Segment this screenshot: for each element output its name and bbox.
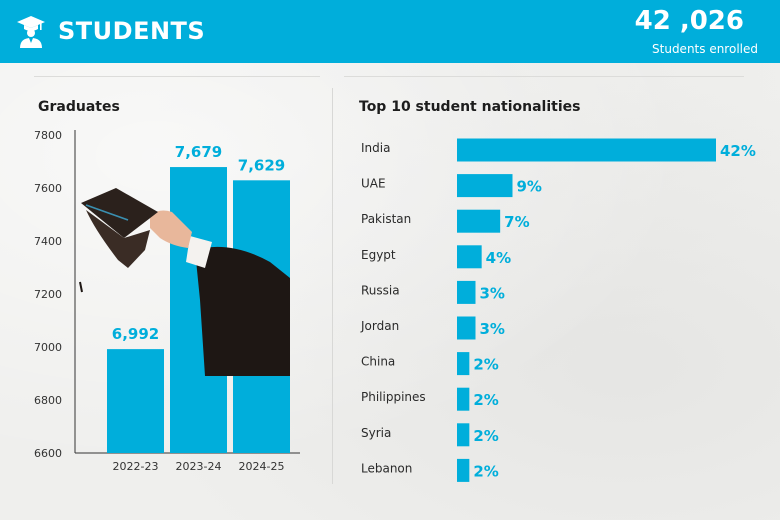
divider-left	[34, 76, 320, 77]
nationalities-chart-title: Top 10 student nationalities	[359, 99, 581, 115]
enrolled-count: 42 ,026	[634, 6, 744, 36]
enrolled-label: Students enrolled	[652, 42, 758, 56]
divider-right	[344, 76, 744, 77]
page-title: STUDENTS	[58, 17, 206, 45]
graduates-chart-title: Graduates	[38, 99, 120, 115]
panel-divider	[332, 88, 333, 484]
graduate-icon	[17, 16, 45, 48]
header-bar: STUDENTS 42 ,026 Students enrolled	[0, 0, 780, 63]
